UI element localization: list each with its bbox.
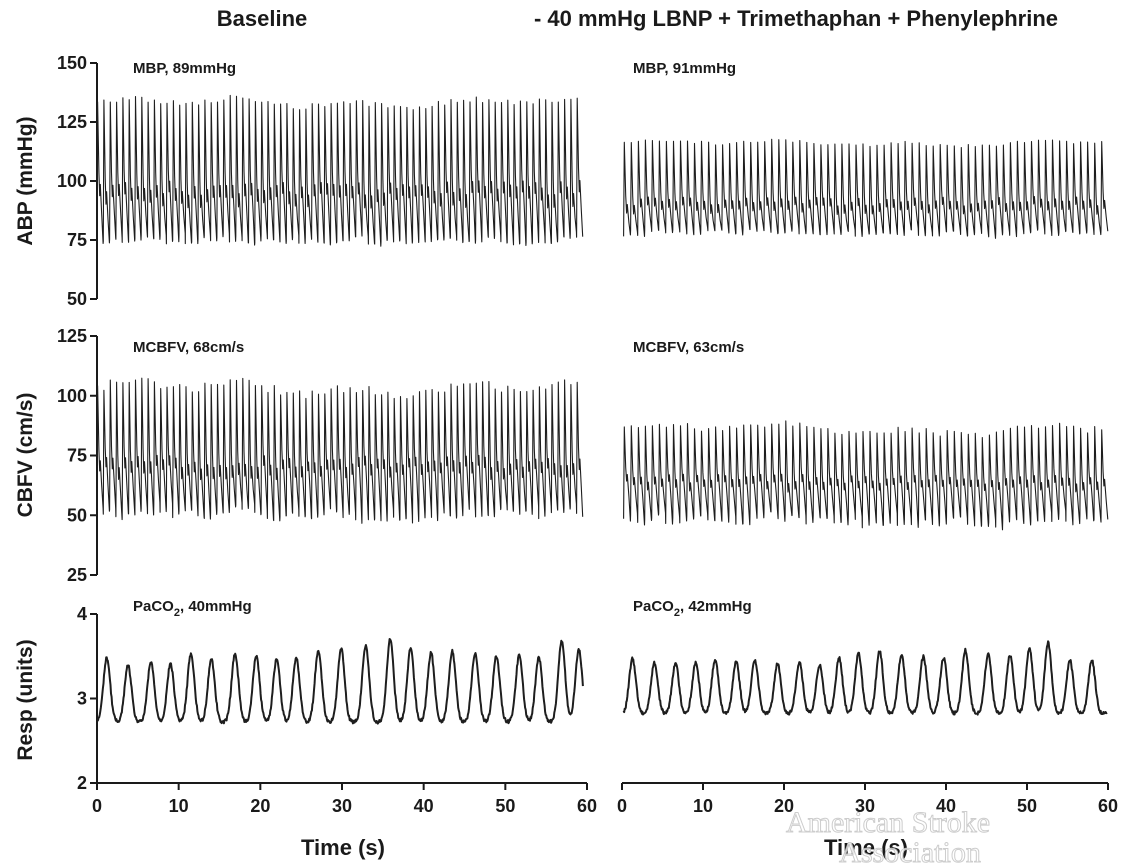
y-tick-label: 150 [57, 53, 87, 73]
ylabel-cbfv: CBFV (cm/s) [14, 393, 37, 518]
annotation-mbp-lbnp: MBP, 91mmHg [633, 60, 736, 77]
panel-cbfv-baseline: 25 50 75 100 125 [57, 326, 584, 585]
panel-abp-baseline: 50 75 100 125 150 [57, 53, 584, 309]
y-tick-label: 125 [57, 326, 87, 346]
svg-text:American Stroke: American Stroke [786, 806, 990, 839]
column-title-lbnp: - 40 mmHg LBNP + Trimethaphan + Phenylep… [534, 6, 1058, 31]
x-tick-label: 60 [577, 796, 597, 816]
x-tick-label: 30 [855, 796, 875, 816]
y-tick-label: 100 [57, 386, 87, 406]
x-tick-label: 50 [495, 796, 515, 816]
y-tick-label: 4 [77, 604, 87, 624]
watermark: American Stroke Association [785, 806, 990, 863]
y-tick-label: 2 [77, 773, 87, 793]
x-tick-label: 30 [332, 796, 352, 816]
y-tick-label: 125 [57, 112, 87, 132]
series-trace [623, 420, 1109, 531]
series-trace [96, 94, 584, 247]
annotation-paco2-baseline: PaCO2, 40mmHg [133, 598, 252, 619]
xlabel-baseline: Time (s) [301, 835, 385, 860]
annotation-paco2-lbnp: PaCO2, 42mmHg [633, 598, 752, 619]
panel-cbfv-lbnp [623, 420, 1109, 531]
x-tick-label: 50 [1017, 796, 1037, 816]
y-tick-label: 100 [57, 171, 87, 191]
series-trace [623, 138, 1109, 239]
panel-abp-lbnp [623, 138, 1109, 239]
panel-resp-lbnp: 0 10 20 30 40 50 60 [617, 640, 1118, 816]
x-tick-label: 40 [414, 796, 434, 816]
y-tick-label: 50 [67, 289, 87, 309]
x-tick-label: 40 [936, 796, 956, 816]
ylabel-abp: ABP (mmHg) [14, 116, 37, 245]
series-trace [96, 377, 584, 524]
ylabel-resp: Resp (units) [14, 639, 37, 760]
annotation-mcbfv-lbnp: MCBFV, 63cm/s [633, 339, 744, 356]
x-tick-label: 0 [617, 796, 627, 816]
x-tick-label: 0 [92, 796, 102, 816]
y-tick-label: 3 [77, 689, 87, 709]
y-tick-label: 50 [67, 505, 87, 525]
annotation-mcbfv-baseline: MCBFV, 68cm/s [133, 339, 244, 356]
y-tick-label: 75 [67, 446, 87, 466]
xlabel-lbnp: Time (s) [824, 835, 908, 860]
x-tick-label: 20 [774, 796, 794, 816]
x-tick-label: 10 [169, 796, 189, 816]
svg-text:Association: Association [839, 836, 981, 863]
x-tick-label: 10 [693, 796, 713, 816]
y-tick-label: 75 [67, 230, 87, 250]
column-title-baseline: Baseline [217, 6, 308, 31]
series-trace [622, 640, 1108, 716]
x-tick-label: 20 [250, 796, 270, 816]
annotation-mbp-baseline: MBP, 89mmHg [133, 60, 236, 77]
series-trace [96, 638, 584, 725]
x-tick-label: 60 [1098, 796, 1118, 816]
y-tick-label: 25 [67, 565, 87, 585]
